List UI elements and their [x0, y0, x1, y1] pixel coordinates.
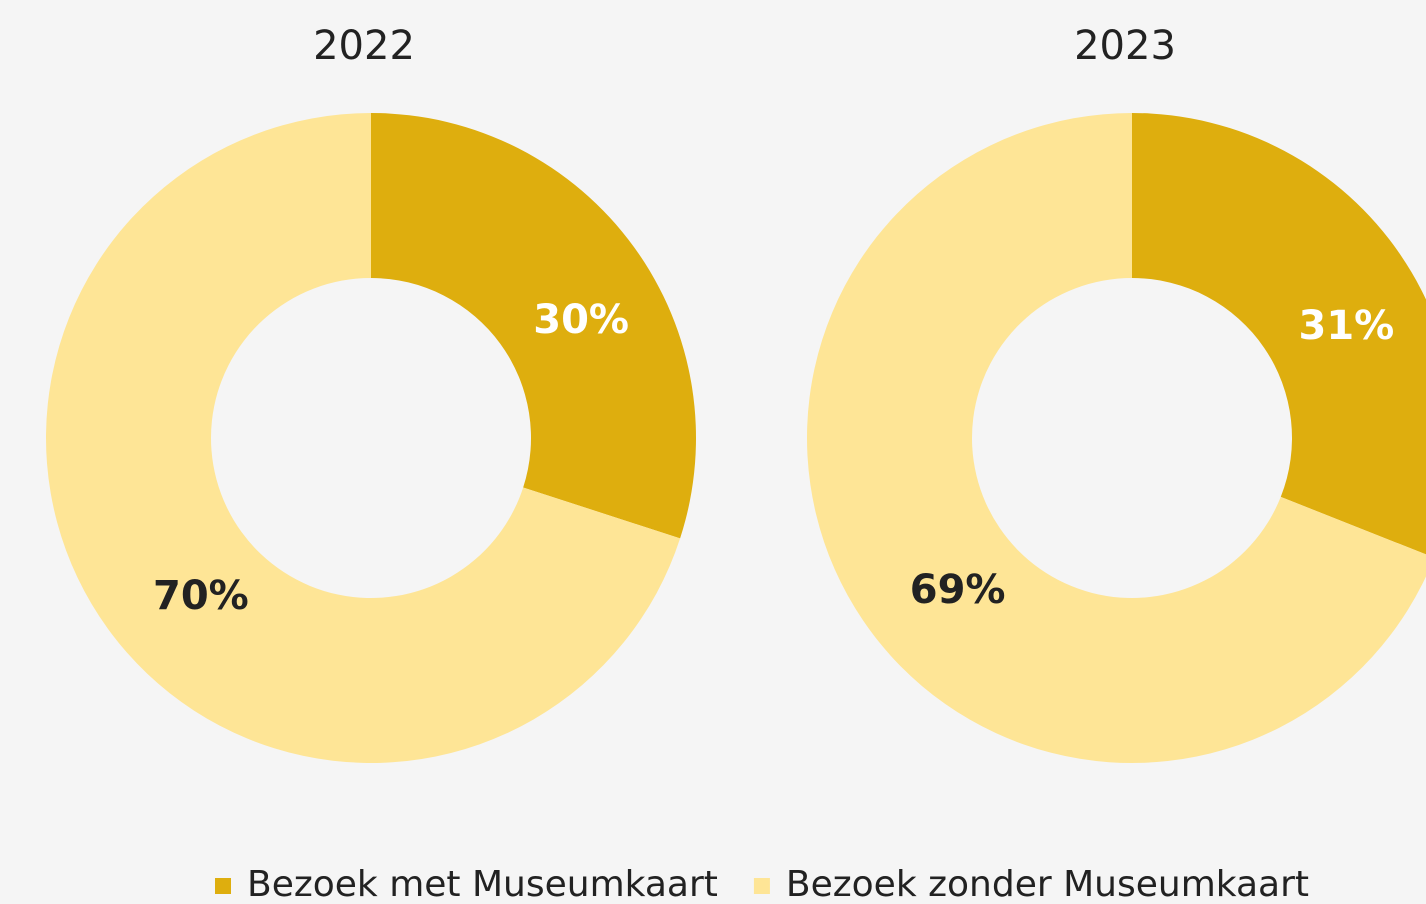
data-label: 31%	[1298, 303, 1394, 349]
legend-label: Bezoek zonder Museumkaart	[786, 864, 1309, 904]
data-label: 69%	[910, 567, 1006, 613]
donut-slice	[807, 113, 1426, 763]
data-label: 70%	[153, 573, 249, 619]
data-label: 30%	[533, 297, 629, 343]
chart-title: 2023	[1074, 23, 1176, 69]
legend-swatch	[215, 878, 231, 894]
donut-slice	[371, 113, 697, 539]
legend-swatch	[753, 878, 770, 894]
legend-label: Bezoek met Museumkaart	[247, 864, 718, 904]
donut-slice	[1132, 113, 1426, 555]
chart-title: 2022	[313, 23, 415, 69]
donut-slice	[46, 113, 681, 763]
